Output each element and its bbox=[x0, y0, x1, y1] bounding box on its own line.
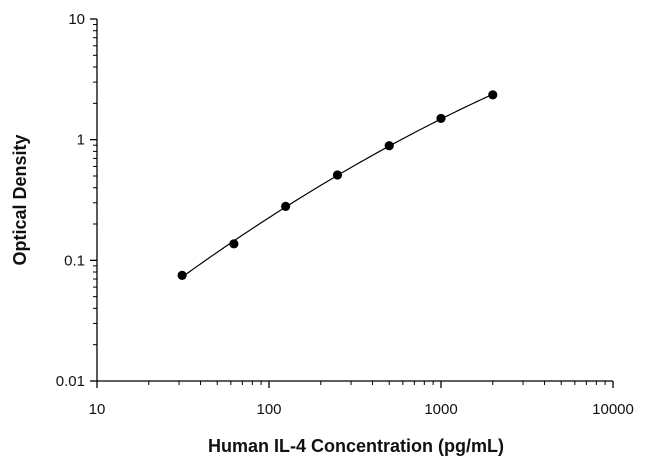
x-axis-ticks bbox=[96, 381, 614, 388]
y-axis-title: Optical Density bbox=[10, 134, 30, 265]
x-tick-label: 10000 bbox=[592, 401, 634, 418]
axes bbox=[96, 19, 613, 382]
data-point bbox=[177, 270, 187, 281]
y-tick-label: 10 bbox=[68, 11, 85, 28]
x-tick-label: 1000 bbox=[424, 401, 457, 418]
data-point bbox=[384, 141, 394, 151]
y-tick-label: 0.01 bbox=[56, 373, 85, 390]
y-tick-label: 1 bbox=[77, 132, 85, 149]
x-axis-title: Human IL-4 Concentration (pg/mL) bbox=[208, 436, 504, 456]
y-tick-label: 0.1 bbox=[64, 252, 85, 269]
y-axis-ticks bbox=[90, 18, 97, 382]
data-point bbox=[332, 170, 343, 180]
data-point bbox=[488, 90, 498, 100]
data-point bbox=[229, 239, 239, 249]
x-tick-label: 10 bbox=[89, 401, 106, 418]
data-points bbox=[177, 90, 498, 281]
data-point bbox=[436, 113, 446, 124]
x-tick-label: 100 bbox=[256, 401, 281, 418]
data-point bbox=[281, 201, 291, 211]
y-axis-tick-labels: 0.01 0.1 1 10 bbox=[56, 11, 85, 390]
fit-curve-line bbox=[181, 93, 494, 278]
x-axis-tick-labels: 10 100 1000 10000 bbox=[89, 401, 634, 418]
